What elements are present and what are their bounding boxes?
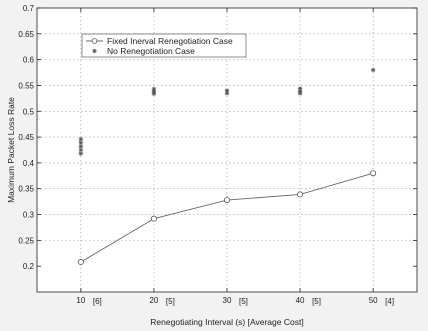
y-tick-label: 0.65 [18,30,34,39]
x-tick-labels: 10 [6] 20 [5] 30 [5] 40 [5] 50 [4] [76,296,394,306]
legend-star-glyph [92,48,97,54]
x-tick-cost-label: [5] [239,297,248,306]
y-tick-label: 0.7 [23,4,35,13]
x-tick-cost-label: [5] [166,297,175,306]
x-tick-label: 40 [296,296,305,305]
legend-marker-circle [91,38,98,44]
legend-box [81,33,247,58]
legend-marker-star [92,48,97,54]
grid [37,8,417,292]
y-tick-label: 0.45 [18,133,34,142]
series-none-point [78,147,84,153]
series-fixed-point [370,170,377,177]
y-tick-label: 0.35 [18,185,34,194]
x-tick-cost-label: [6] [93,297,102,306]
y-tick-labels: 0.2 0.25 0.3 0.35 0.4 0.45 0.5 0.55 0.6 0.65 0.7 [18,4,34,271]
series-fixed-point [223,197,230,204]
series-fixed-point [150,215,157,222]
x-tick-cost-label: [4] [385,297,394,306]
y-tick-label: 0.55 [18,81,34,90]
series-none-point [78,136,84,142]
x-tick-label: 50 [369,296,378,305]
x-tick-label: 10 [76,296,85,305]
series-none-point [370,67,376,73]
series-none-point [224,88,230,93]
x-axis-title: Renegotiating Interval (s) [Average Cost… [150,317,303,327]
x-tick-label: 30 [223,296,232,305]
series-fixed-point [297,191,304,198]
y-tick-label: 0.2 [23,262,35,271]
y-tick-label: 0.4 [23,159,35,168]
x-tick-label: 20 [149,296,158,305]
y-tick-label: 0.5 [23,107,35,116]
series-fixed-point [77,259,84,266]
series-none-point [151,86,157,92]
series [77,67,377,266]
series-none-point [297,86,303,91]
axis-ticks [37,7,417,292]
legend-label-fixed: Fixed Inerval Renegotiation Case [107,36,233,46]
y-axis-title: Maximum Packet Loss Rate [6,97,16,203]
legend-label-none: No Renegotiation Case [107,46,195,56]
x-tick-cost-label: [5] [312,297,321,306]
legend: Fixed Inerval Renegotiation Case No Rene… [81,33,247,58]
y-tick-label: 0.25 [18,236,34,245]
y-tick-label: 0.6 [23,56,35,65]
y-tick-label: 0.3 [23,211,35,220]
